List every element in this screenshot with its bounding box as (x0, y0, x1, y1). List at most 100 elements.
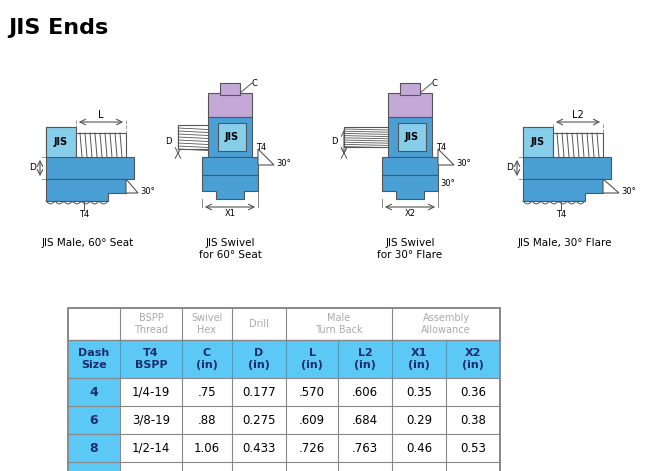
Text: L2
(in): L2 (in) (354, 348, 376, 370)
Text: Assembly
Allowance: Assembly Allowance (421, 313, 471, 335)
Text: 6: 6 (90, 414, 98, 427)
Text: 4: 4 (90, 385, 98, 398)
Polygon shape (126, 179, 138, 193)
Polygon shape (523, 179, 603, 201)
Text: JIS Swivel
for 30° Flare: JIS Swivel for 30° Flare (377, 238, 443, 260)
Text: 3/8-19: 3/8-19 (132, 414, 170, 427)
Text: 0.56: 0.56 (460, 470, 486, 471)
Text: 0.53: 0.53 (460, 441, 486, 455)
Text: JIS Male, 30° Flare: JIS Male, 30° Flare (518, 238, 612, 248)
FancyBboxPatch shape (208, 117, 252, 157)
Text: 0.36: 0.36 (460, 385, 486, 398)
Text: C
(in): C (in) (196, 348, 218, 370)
FancyBboxPatch shape (76, 133, 126, 157)
Text: C: C (432, 79, 438, 88)
Text: .570: .570 (299, 385, 325, 398)
Text: 0.275: 0.275 (243, 414, 276, 427)
Text: L2: L2 (572, 110, 584, 120)
FancyBboxPatch shape (400, 83, 420, 95)
Text: 30°: 30° (456, 159, 471, 168)
FancyBboxPatch shape (68, 462, 120, 471)
Text: 0.177: 0.177 (242, 385, 276, 398)
FancyBboxPatch shape (46, 127, 76, 157)
Text: Dash
Size: Dash Size (78, 348, 110, 370)
Text: X2: X2 (405, 209, 415, 218)
FancyBboxPatch shape (68, 434, 120, 462)
Text: JIS: JIS (54, 137, 68, 147)
Text: T4: T4 (256, 143, 266, 152)
FancyBboxPatch shape (68, 406, 120, 434)
Text: 8: 8 (90, 441, 98, 455)
Text: Male
Turn Back: Male Turn Back (315, 313, 363, 335)
Polygon shape (438, 149, 454, 165)
Text: JIS Male, 60° Seat: JIS Male, 60° Seat (42, 238, 134, 248)
Text: .609: .609 (299, 414, 325, 427)
FancyBboxPatch shape (344, 127, 388, 147)
Text: C: C (252, 79, 258, 88)
Polygon shape (523, 127, 549, 157)
FancyBboxPatch shape (382, 157, 438, 175)
Text: JIS: JIS (405, 132, 419, 142)
Text: T4: T4 (436, 143, 446, 152)
Text: Swivel
Hex: Swivel Hex (192, 313, 222, 335)
FancyBboxPatch shape (202, 157, 258, 175)
Text: 1.44: 1.44 (194, 470, 220, 471)
FancyBboxPatch shape (68, 378, 120, 406)
FancyBboxPatch shape (388, 93, 432, 117)
FancyBboxPatch shape (68, 340, 500, 378)
Polygon shape (46, 127, 72, 157)
Text: .763: .763 (352, 441, 378, 455)
Text: Drill: Drill (249, 319, 269, 329)
Text: .606: .606 (352, 385, 378, 398)
Polygon shape (382, 175, 438, 199)
Text: 30°: 30° (440, 179, 455, 187)
Text: 1/2-14: 1/2-14 (132, 441, 170, 455)
Text: JIS: JIS (531, 137, 545, 147)
Polygon shape (603, 179, 619, 193)
FancyBboxPatch shape (523, 157, 611, 179)
Polygon shape (202, 175, 258, 199)
FancyBboxPatch shape (388, 117, 432, 157)
Text: JIS Ends: JIS Ends (8, 18, 109, 38)
Text: .75: .75 (198, 385, 216, 398)
Text: 0.46: 0.46 (406, 441, 432, 455)
Text: D: D (29, 163, 36, 172)
Text: .684: .684 (352, 414, 378, 427)
Text: 0.433: 0.433 (243, 441, 275, 455)
Text: L
(in): L (in) (301, 348, 323, 370)
Text: 30°: 30° (276, 159, 291, 168)
Text: T4: T4 (556, 210, 566, 219)
FancyBboxPatch shape (523, 127, 553, 157)
Text: D: D (165, 137, 172, 146)
Text: X2
(in): X2 (in) (462, 348, 484, 370)
Text: .842: .842 (352, 470, 378, 471)
Text: .726: .726 (299, 441, 325, 455)
Text: JIS: JIS (225, 132, 239, 142)
Text: 0.625: 0.625 (243, 470, 276, 471)
Text: 0.38: 0.38 (460, 414, 486, 427)
FancyBboxPatch shape (220, 83, 240, 95)
Text: 1.06: 1.06 (194, 441, 220, 455)
Text: D: D (332, 137, 338, 146)
FancyBboxPatch shape (208, 93, 252, 117)
Text: 3/4-14: 3/4-14 (132, 470, 170, 471)
Polygon shape (258, 149, 274, 165)
Text: D: D (506, 163, 513, 172)
Text: 0.55: 0.55 (406, 470, 432, 471)
FancyBboxPatch shape (178, 125, 208, 149)
Text: T4: T4 (79, 210, 89, 219)
FancyBboxPatch shape (46, 157, 134, 179)
Text: 1/4-19: 1/4-19 (132, 385, 170, 398)
FancyBboxPatch shape (398, 123, 426, 151)
FancyBboxPatch shape (218, 123, 246, 151)
Text: 0.35: 0.35 (406, 385, 432, 398)
Text: .805: .805 (299, 470, 325, 471)
Text: L: L (98, 110, 104, 120)
Text: 30°: 30° (621, 187, 636, 195)
Text: X1
(in): X1 (in) (408, 348, 430, 370)
Text: X1: X1 (224, 209, 235, 218)
Text: 0.29: 0.29 (406, 414, 432, 427)
Text: BSPP
Thread: BSPP Thread (134, 313, 168, 335)
Text: D
(in): D (in) (248, 348, 270, 370)
Text: JIS Swivel
for 60° Seat: JIS Swivel for 60° Seat (198, 238, 261, 260)
